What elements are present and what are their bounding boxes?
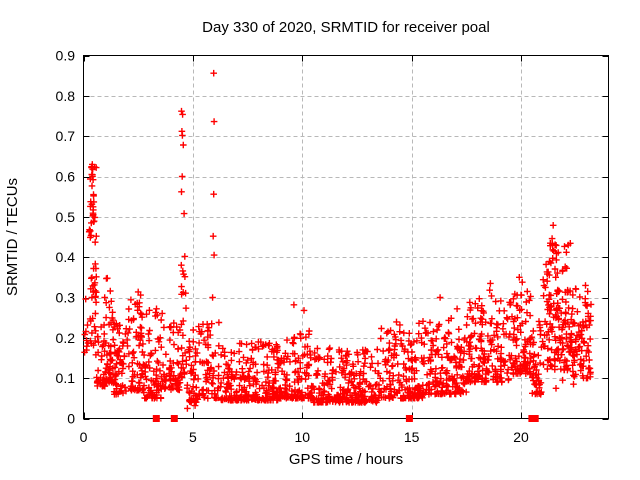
y-tick-label-0.2: 0.2: [56, 330, 76, 346]
baseline-event-markers: [152, 415, 539, 422]
x-tick-label-0: 0: [80, 429, 88, 445]
y-tick-label-0.4: 0.4: [56, 249, 76, 265]
baseline-square-marker: [531, 415, 539, 422]
y-tick-label-0.7: 0.7: [56, 128, 76, 144]
y-axis-label: SRMTID / TECUs: [4, 178, 21, 296]
y-tick-label-0.9: 0.9: [56, 48, 76, 64]
y-tick-labels: 0 0.1 0.2 0.3 0.4 0.5 0.6 0.7 0.8 0.9: [56, 48, 76, 427]
y-tick-label-0.5: 0.5: [56, 209, 76, 225]
y-tick-label-0.6: 0.6: [56, 169, 76, 185]
scatter-points-path: [81, 69, 595, 412]
axis-ticks: [83, 55, 609, 420]
chart-title: Day 330 of 2020, SRMTID for receiver poa…: [202, 19, 490, 36]
axis-labels: Day 330 of 2020, SRMTID for receiver poa…: [4, 19, 490, 468]
baseline-square-marker: [170, 415, 178, 422]
x-axis-label: GPS time / hours: [289, 451, 403, 468]
baseline-square-marker: [152, 415, 160, 422]
y-tick-label-0.1: 0.1: [56, 370, 76, 386]
x-tick-label-20: 20: [513, 429, 529, 445]
x-tick-label-10: 10: [294, 429, 310, 445]
x-tick-labels: 0 5 10 15 20: [80, 429, 529, 445]
x-tick-label-5: 5: [189, 429, 197, 445]
y-tick-label-0: 0: [67, 411, 75, 427]
y-tick-label-0.8: 0.8: [56, 88, 76, 104]
scatter-points: [81, 69, 595, 412]
plot-border: [83, 55, 609, 419]
y-tick-label-0.3: 0.3: [56, 290, 76, 306]
x-tick-label-15: 15: [404, 429, 420, 445]
baseline-square-marker: [405, 415, 413, 422]
